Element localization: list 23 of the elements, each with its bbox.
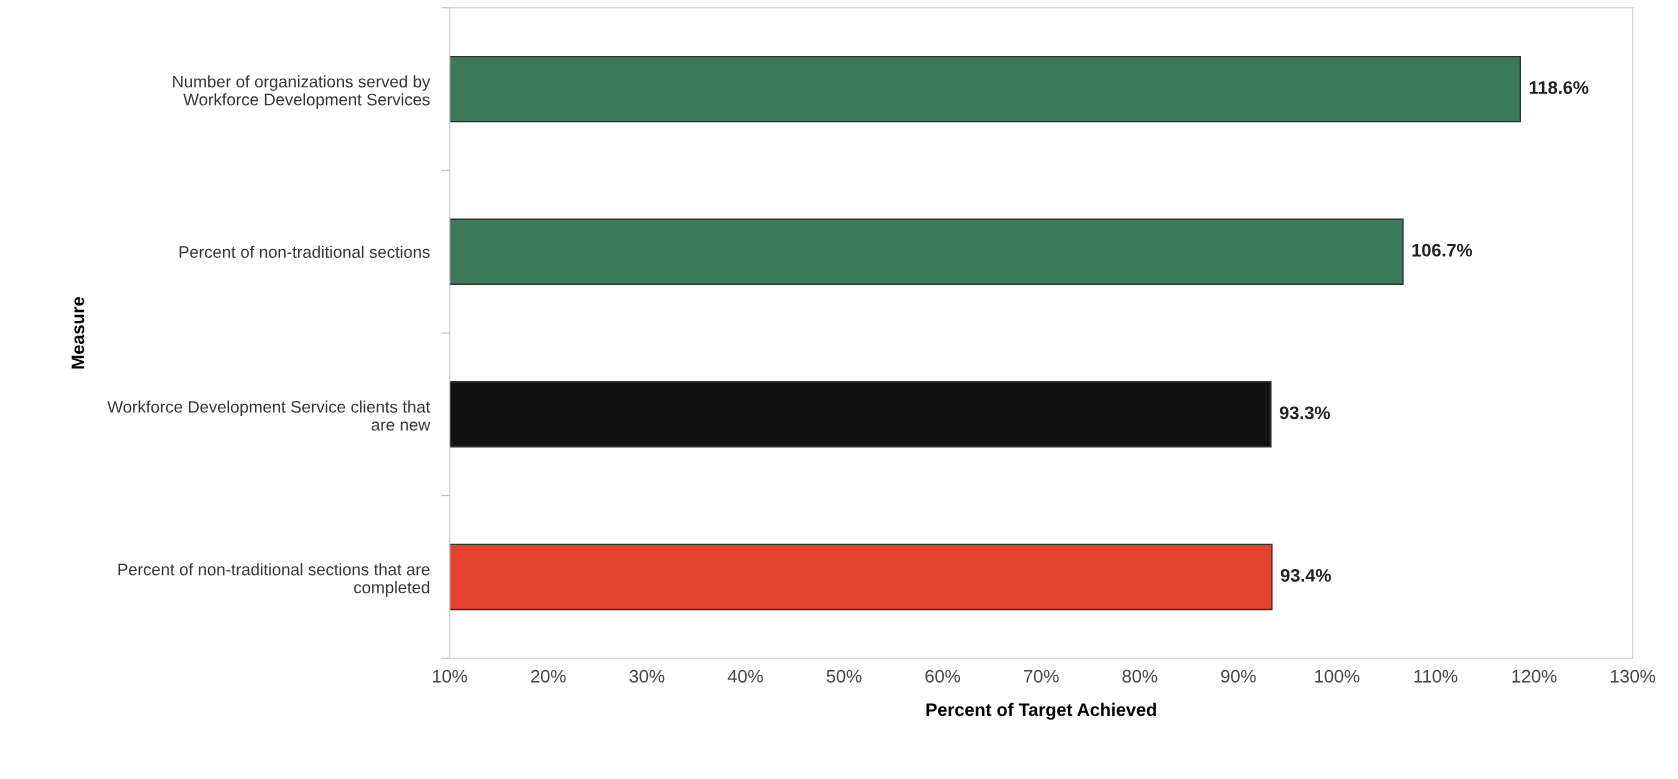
x-tick-label: 100% (1315, 669, 1360, 683)
y-axis-title: Measure (71, 297, 85, 369)
data-label: 93.4% (1280, 569, 1331, 582)
x-axis-title: Percent of Target Achieved (926, 702, 1156, 720)
y-tick-label: Workforce Development Service clients that are new (107, 400, 431, 431)
data-label: 118.6% (1529, 81, 1589, 94)
x-tick-label: 80% (1122, 669, 1158, 683)
data-label: 106.7% (1412, 243, 1473, 257)
x-tick-label: 70% (1024, 669, 1059, 683)
data-label: 93.3% (1279, 406, 1330, 420)
x-tick-label: 40% (727, 669, 763, 683)
x-tick-label: 60% (925, 669, 961, 683)
x-tick-label: 50% (826, 669, 862, 683)
x-tick-label: 30% (629, 669, 665, 683)
x-tick-label: 120% (1512, 669, 1557, 683)
x-tick-label: 130% (1610, 669, 1656, 683)
y-tick-label: Percent of non-traditional sections that are completed (118, 563, 430, 597)
y-tick-label: Number of organizations served by Workforce Development Services (173, 75, 431, 109)
y-tick-label: Percent of non-traditional sections (179, 245, 430, 258)
x-tick-label: 10% (433, 669, 468, 683)
x-tick-label: 20% (531, 669, 566, 683)
x-tick-label: 90% (1221, 669, 1256, 683)
x-tick-label: 110% (1414, 669, 1458, 683)
